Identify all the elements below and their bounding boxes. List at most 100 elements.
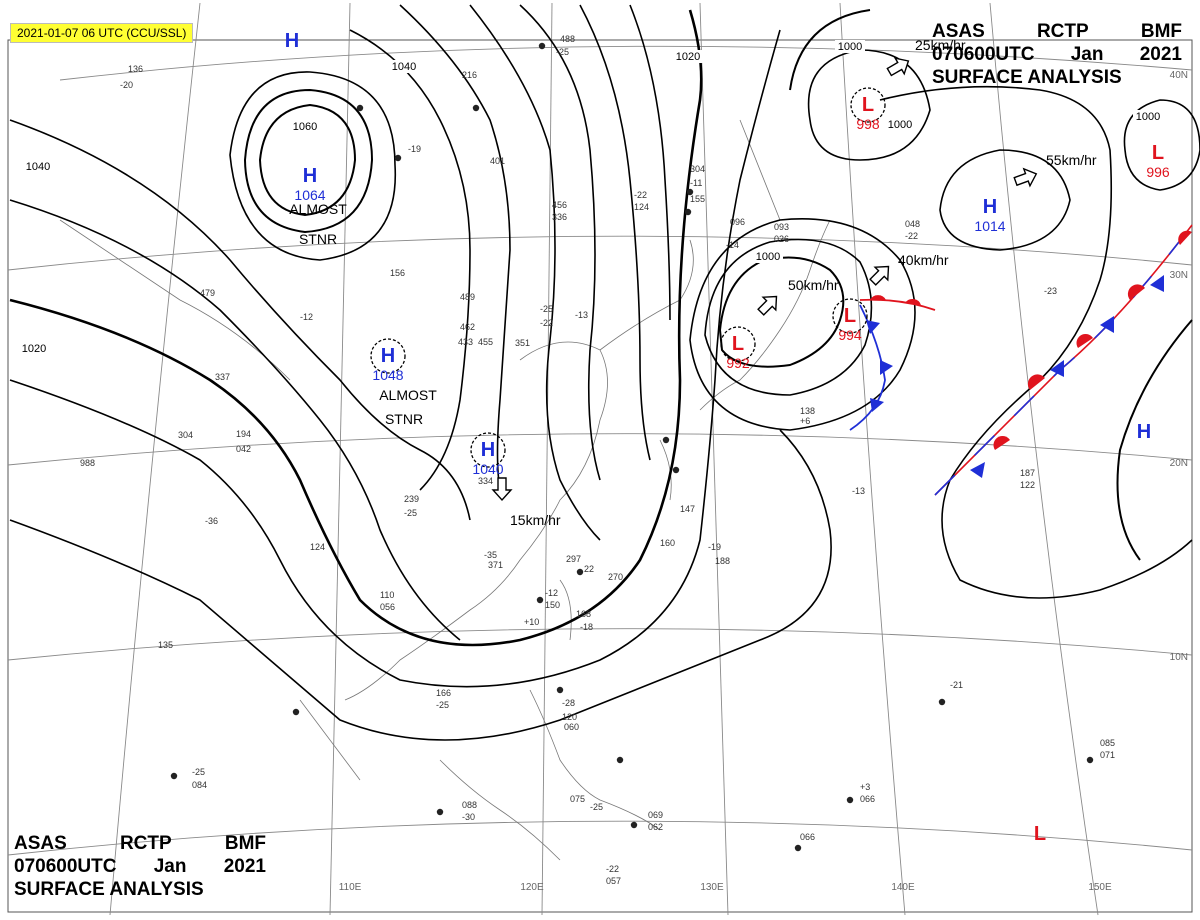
station-value: 334 xyxy=(478,476,493,486)
longitude-label: 110E xyxy=(339,882,362,893)
station-value: -25 xyxy=(192,767,205,777)
station-value: 297 xyxy=(566,554,581,564)
station-value: 489 xyxy=(460,292,475,302)
isobar-label: 1000 xyxy=(835,40,865,53)
isobar-value: 1000 xyxy=(1136,111,1160,123)
movement-vector: 15km/hr xyxy=(491,477,561,528)
center-marker-circle xyxy=(850,87,886,123)
longitude-labels: 110E 120E 130E 140E 150E xyxy=(339,882,1112,893)
station-value: 337 xyxy=(215,372,230,382)
pressure-center-l: L xyxy=(1034,823,1046,845)
station-value: 088 xyxy=(462,800,477,810)
movement-vector: 50km/hr xyxy=(757,277,839,316)
station-value: +10 xyxy=(524,617,539,627)
system-pressure: 1048 xyxy=(372,367,403,383)
station-marker xyxy=(536,596,544,604)
station-marker xyxy=(472,104,480,112)
map-frame xyxy=(7,39,1193,913)
station-value: 488 xyxy=(560,34,575,44)
station-marker xyxy=(556,686,564,694)
movement-arrows: 15km/hr 50km/hr 40km/hr 55km/hr 25km/hr xyxy=(491,37,1097,528)
station-marker xyxy=(538,42,546,50)
station-marker xyxy=(686,188,694,196)
station-value: 057 xyxy=(606,876,621,886)
latitude-label: 40N xyxy=(1170,70,1188,81)
title-time: 070600UTC xyxy=(14,856,117,877)
pressure-center-h: H xyxy=(1137,421,1151,443)
pressure-center-h: H xyxy=(285,30,299,52)
station-value: 062 xyxy=(648,822,663,832)
station-observations: 136 -20 488 -25 216 -19 401 456 336 304 -11 155 -12 1… xyxy=(80,34,1115,886)
station-value: 22 xyxy=(584,564,594,574)
title-product: SURFACE ANALYSIS xyxy=(932,67,1122,88)
station-marker xyxy=(1086,756,1094,764)
station-value: 042 xyxy=(236,444,251,454)
station-value: 138 xyxy=(800,406,815,416)
station-value: 194 xyxy=(236,429,251,439)
station-value: 216 xyxy=(462,70,477,80)
station-value: -23 xyxy=(1044,286,1057,296)
station-marker xyxy=(576,568,584,576)
station-value: -30 xyxy=(462,812,475,822)
chart-title-top: ASAS RCTP BMF 070600UTC Jan 2021 SURFACE… xyxy=(932,20,1182,89)
station-value: 336 xyxy=(552,212,567,222)
movement-speed: 40km/hr xyxy=(898,252,949,268)
isobar-label: 1040 xyxy=(23,160,53,173)
station-value: 069 xyxy=(648,810,663,820)
isobar-value: 1040 xyxy=(26,161,50,173)
station-value: -14 xyxy=(726,240,739,250)
system-letter: L xyxy=(1152,142,1164,164)
station-value: -21 xyxy=(950,680,963,690)
station-value: -11 xyxy=(690,178,702,188)
lat-lon-grid xyxy=(7,2,1193,916)
station-value: 239 xyxy=(404,494,419,504)
station-value: 455 xyxy=(478,337,493,347)
chart-title-bottom: ASAS RCTP BMF 070600UTC Jan 2021 SURFACE… xyxy=(14,832,266,901)
station-marker xyxy=(630,821,638,829)
station-value: -25 xyxy=(436,700,449,710)
system-letter: H xyxy=(285,30,299,52)
system-letter: L xyxy=(1034,823,1046,845)
isobar-label: 1020 xyxy=(19,342,49,355)
timestamp-badge: 2021-01-07 06 UTC (CCU/SSL) xyxy=(10,23,194,43)
movement-speed: 55km/hr xyxy=(1046,152,1097,168)
longitude-label: 140E xyxy=(891,882,915,893)
station-value: -35 xyxy=(484,550,497,560)
isobar-value: 1000 xyxy=(838,41,862,53)
system-note: STNR xyxy=(385,411,423,427)
station-value: -22 xyxy=(634,190,647,200)
station-value: 160 xyxy=(660,538,675,548)
station-value: -13 xyxy=(852,486,865,496)
center-marker-circle xyxy=(832,298,868,334)
station-value: -22 xyxy=(540,318,553,328)
station-marker xyxy=(292,708,300,716)
longitude-label: 150E xyxy=(1088,882,1112,893)
station-value: 026 xyxy=(774,234,789,244)
system-pressure: 1064 xyxy=(294,187,325,203)
station-value: -18 xyxy=(580,622,593,632)
isobar-value: 1020 xyxy=(676,51,700,63)
station-value: 110 xyxy=(380,590,394,600)
system-letter: L xyxy=(732,333,744,355)
station-marker xyxy=(672,466,680,474)
center-marker-circle xyxy=(470,432,506,468)
latitude-label: 30N xyxy=(1170,270,1188,281)
station-value: -25 xyxy=(404,508,417,518)
station-value: -36 xyxy=(205,516,218,526)
movement-vector: 55km/hr xyxy=(1013,152,1097,188)
title-product: SURFACE ANALYSIS xyxy=(14,879,204,900)
movement-arrow-icon xyxy=(757,295,778,316)
isobar-value: 1040 xyxy=(392,61,416,73)
station-marker xyxy=(846,796,854,804)
title-year: 2021 xyxy=(1139,44,1182,65)
title-agency: ASAS xyxy=(14,833,67,854)
station-value: 270 xyxy=(608,572,623,582)
station-marker xyxy=(170,772,178,780)
